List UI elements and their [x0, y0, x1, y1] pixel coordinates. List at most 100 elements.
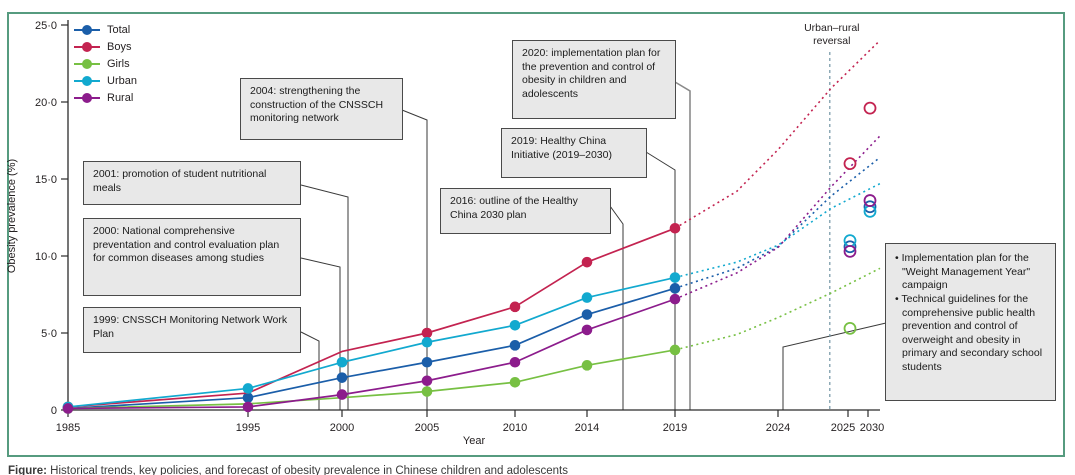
legend-label: Rural	[107, 91, 134, 104]
forecast-circle-boys-2030	[863, 101, 877, 115]
legend-label: Urban	[107, 74, 137, 87]
y-tick-label-15: 15·0	[35, 174, 57, 186]
data-point-girls-2005	[421, 386, 433, 397]
legend-label: Boys	[107, 40, 132, 53]
data-point-rural-2019	[669, 293, 681, 305]
annotation-connector-0	[300, 331, 320, 410]
forecast-circle-rural-2025	[843, 244, 857, 258]
forecast-circle-urban-2025	[843, 234, 857, 248]
data-point-urban-2000	[336, 356, 348, 368]
data-point-urban-1995	[242, 383, 254, 394]
reversal-label-line1: Urban–rural	[804, 22, 859, 34]
projection-line-total	[674, 156, 881, 290]
caption-text: Historical trends, key policies, and for…	[46, 465, 568, 475]
x-axis-title: Year	[463, 435, 486, 447]
annotation-2020: 2020: implementation plan for the preven…	[512, 40, 676, 119]
legend-item-girls: Girls	[74, 55, 137, 72]
legend-marker-total	[74, 24, 100, 35]
x-tick-label-2010: 2010	[503, 422, 527, 434]
annotation-connector-3	[401, 109, 428, 410]
figure-caption: Figure: Historical trends, key policies,…	[8, 465, 1048, 475]
y-axis-title: Obesity prevalence (%)	[6, 159, 18, 273]
legend-marker-urban	[74, 75, 100, 86]
forecast-circle-total-2030	[863, 200, 877, 214]
legend-marker-boys	[74, 41, 100, 52]
x-tick-label-2000: 2000	[330, 422, 354, 434]
data-point-rural-1995	[242, 401, 254, 413]
forecast-circle-total-2025	[843, 240, 857, 254]
data-point-boys-2010	[509, 301, 521, 313]
data-point-boys-2019	[669, 222, 681, 234]
legend-label: Girls	[107, 57, 130, 70]
forecast-circle-girls-2025	[843, 321, 857, 335]
data-point-urban-2019	[669, 272, 681, 283]
x-tick-label-1995: 1995	[236, 422, 260, 434]
x-tick-label-2030: 2030	[860, 422, 884, 434]
data-point-total-2000	[336, 372, 348, 383]
forecast-circle-urban-2030	[863, 204, 877, 218]
x-tick-label-1985: 1985	[56, 422, 80, 434]
data-point-total-2005	[421, 356, 433, 368]
annotation-recent-policies: • Implementation plan for the "Weight Ma…	[885, 243, 1056, 401]
x-tick-label-2005: 2005	[415, 422, 439, 434]
data-point-boys-2014	[581, 256, 593, 268]
annotation-2001: 2001: promotion of student nutritional m…	[83, 161, 301, 205]
y-tick-label-20: 20·0	[35, 97, 57, 109]
forecast-circle-rural-2030	[863, 194, 877, 207]
reversal-label-line2: reversal	[813, 35, 850, 47]
annotation-connector-7	[782, 322, 887, 410]
annotation-connector-6	[674, 81, 691, 410]
legend-item-rural: Rural	[74, 89, 137, 106]
data-point-urban-2010	[509, 320, 521, 331]
caption-prefix: Figure:	[8, 465, 47, 475]
x-tick-label-2025: 2025	[831, 422, 855, 434]
data-point-urban-2014	[581, 292, 593, 303]
annotation-connector-1	[300, 257, 341, 410]
projection-line-boys	[674, 39, 881, 229]
annotation-2016: 2016: outline of the Healthy China 2030 …	[440, 188, 611, 234]
y-tick-label-25: 25·0	[35, 20, 57, 32]
annotation-connector-2	[300, 184, 349, 410]
annotation-2004: 2004: strengthening the construction of …	[240, 78, 403, 140]
data-point-rural-2010	[509, 356, 521, 368]
forecast-circle-boys-2025	[843, 157, 857, 171]
data-point-rural-1985	[62, 403, 74, 414]
annotation-2000: 2000: National comprehensive preventatio…	[83, 218, 301, 296]
y-tick-label-0: 0	[51, 405, 57, 417]
recent-bullet-1: • Implementation plan for the "Weight Ma…	[895, 252, 1031, 292]
chart-legend: Total Boys Girls Urban Rural	[74, 21, 137, 106]
data-point-rural-2000	[336, 389, 348, 400]
annotation-1999: 1999: CNSSCH Monitoring Network Work Pla…	[83, 307, 301, 353]
projection-line-rural	[674, 135, 881, 300]
data-point-total-2014	[581, 309, 593, 320]
y-tick-label-5: 5·0	[41, 328, 57, 340]
data-point-total-2010	[509, 340, 521, 351]
data-point-total-1995	[242, 392, 254, 403]
legend-label: Total	[107, 23, 131, 36]
legend-item-total: Total	[74, 21, 137, 38]
recent-bullet-2: • Technical guidelines for the comprehen…	[895, 292, 1043, 374]
x-tick-label-2014: 2014	[575, 422, 599, 434]
data-point-urban-2005	[421, 336, 433, 348]
legend-marker-girls	[74, 58, 100, 69]
annotation-connector-5	[645, 151, 676, 410]
legend-marker-rural	[74, 92, 100, 103]
data-point-girls-2019	[669, 344, 681, 356]
data-point-rural-2005	[421, 375, 433, 387]
annotation-2019: 2019: Healthy China Initiative (2019–203…	[501, 128, 647, 178]
y-tick-label-10: 10·0	[35, 251, 57, 263]
legend-item-urban: Urban	[74, 72, 137, 89]
data-point-girls-2014	[581, 360, 593, 371]
projection-line-girls	[674, 267, 881, 351]
annotation-connector-4	[609, 205, 624, 410]
legend-item-boys: Boys	[74, 38, 137, 55]
data-point-girls-2010	[509, 376, 521, 388]
data-point-boys-2005	[421, 327, 433, 339]
x-tick-label-2024: 2024	[766, 422, 790, 434]
data-point-rural-2014	[581, 324, 593, 336]
x-tick-label-2019: 2019	[663, 422, 687, 434]
data-point-total-2019	[669, 283, 681, 294]
projection-line-urban	[674, 182, 881, 279]
